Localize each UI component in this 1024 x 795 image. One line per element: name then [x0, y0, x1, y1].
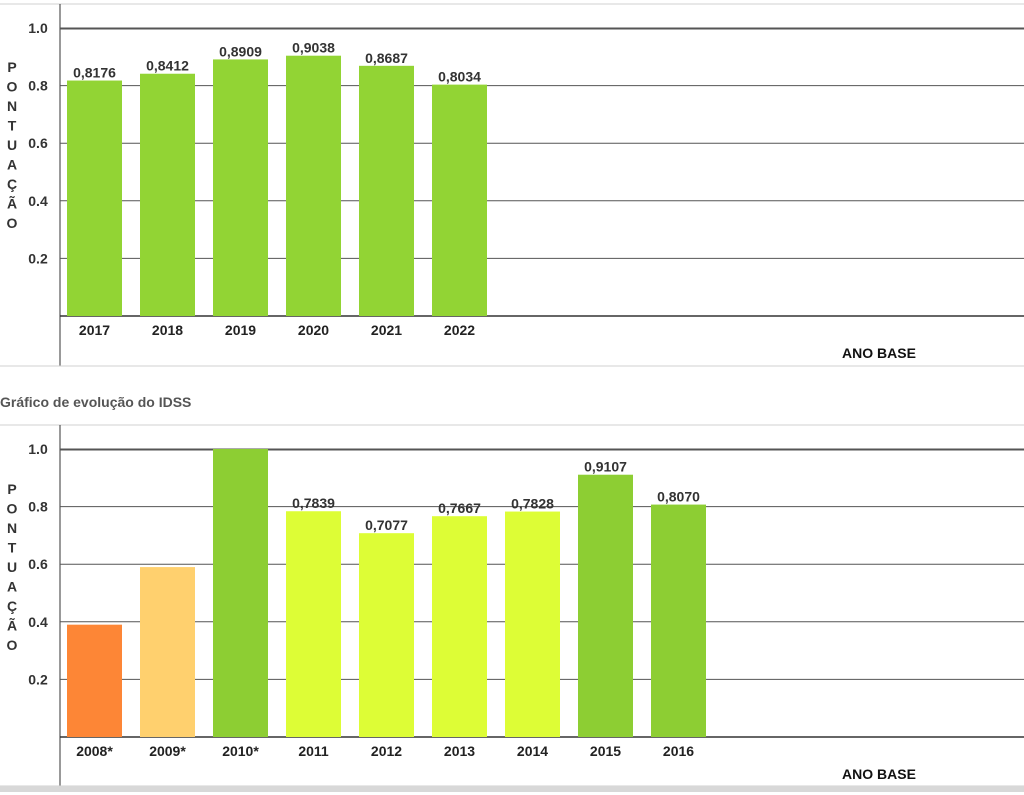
bar-2012 — [359, 533, 414, 737]
data-label: 0,7077 — [365, 517, 408, 533]
data-label: 0,8176 — [73, 65, 116, 81]
data-label: 0,7667 — [438, 500, 481, 516]
y-tick-label: 0.2 — [28, 671, 48, 687]
x-tick-label: 2014 — [517, 743, 548, 759]
y-axis-title-letter: Ç — [7, 598, 17, 614]
x-axis-title: ANO BASE — [842, 345, 916, 361]
data-label: 0,9038 — [292, 40, 335, 56]
bar-2020 — [286, 55, 341, 317]
y-tick-label: 0.8 — [28, 78, 48, 94]
y-axis-title-letter: U — [7, 137, 17, 153]
data-label: 0,7839 — [292, 495, 335, 511]
section-title: Gráfico de evolução do IDSS — [0, 394, 192, 410]
x-tick-label: 2018 — [152, 322, 183, 338]
y-axis-title-letter: O — [7, 637, 18, 653]
y-axis-title-letter: T — [8, 118, 17, 134]
y-axis-title-letter: U — [7, 559, 17, 575]
y-axis-title-letter: A — [7, 579, 17, 595]
bar-2008 — [67, 624, 122, 737]
y-axis-title-letter: A — [7, 157, 17, 173]
data-label: 0,9107 — [584, 459, 627, 475]
y-tick-label: 1.0 — [28, 441, 48, 457]
data-label: 0,7828 — [511, 496, 554, 512]
y-tick-label: 0.2 — [28, 250, 48, 266]
y-axis-title-letter: O — [7, 501, 18, 517]
y-tick-label: 0.6 — [28, 556, 48, 572]
bar-2014 — [505, 511, 560, 737]
bar-2016 — [651, 504, 706, 737]
y-axis-title-letter: O — [7, 215, 18, 231]
y-tick-label: 1.0 — [28, 20, 48, 36]
y-axis-title-letter: N — [7, 98, 17, 114]
bar-2022 — [432, 84, 487, 317]
x-tick-label: 2010* — [222, 743, 259, 759]
data-label: 0,8412 — [146, 58, 189, 74]
chart-bottom: 0.2 0.4 0.6 0.8 1.0 P O N T U A Ç Ã O 2008* 2009* 2010* 0… — [0, 420, 1024, 795]
x-tick-label: 2008* — [76, 743, 113, 759]
x-tick-label: 2016 — [663, 743, 694, 759]
y-axis-title-letter: P — [7, 481, 16, 497]
y-tick-label: 0.4 — [28, 614, 48, 630]
y-tick-label: 0.6 — [28, 135, 48, 151]
bar-2018 — [140, 73, 195, 316]
x-tick-label: 2017 — [79, 322, 110, 338]
window-bottom-edge — [0, 786, 1024, 792]
bar-2015 — [578, 474, 633, 737]
y-axis-title-letter: Ç — [7, 176, 17, 192]
y-axis-title-letter: P — [7, 59, 16, 75]
y-axis-title-letter: Ã — [7, 617, 17, 634]
y-tick-label: 0.8 — [28, 499, 48, 515]
chart-top: 0.2 0.4 0.6 0.8 1.0 P O N T U A Ç Ã O 0,8176 2017 0,8412… — [0, 0, 1024, 373]
y-axis-title-letter: Ã — [7, 195, 17, 212]
y-axis-title-letter: O — [7, 79, 18, 95]
bar-2019 — [213, 59, 268, 316]
bar-2017 — [67, 80, 122, 317]
data-label: 0,8070 — [657, 489, 700, 505]
bar-2010 — [213, 449, 268, 737]
data-label: 0,8687 — [365, 50, 408, 66]
data-label: 0,8909 — [219, 43, 262, 59]
x-tick-label: 2012 — [371, 743, 402, 759]
y-axis-title-letter: T — [8, 540, 17, 556]
bar-2013 — [432, 516, 487, 737]
x-tick-label: 2011 — [298, 743, 329, 759]
x-tick-label: 2021 — [371, 322, 402, 338]
bar-chart-2017-2022: 0.20.40.60.81.0PONTUAÇÃO0,817620170,8412… — [0, 3, 1024, 367]
x-axis-title: ANO BASE — [842, 766, 916, 782]
x-tick-label: 2022 — [444, 322, 475, 338]
x-tick-label: 2015 — [590, 743, 621, 759]
y-axis-title-letter: N — [7, 520, 17, 536]
bar-2011 — [286, 511, 341, 737]
x-tick-label: 2020 — [298, 322, 329, 338]
x-tick-label: 2019 — [225, 322, 256, 338]
bar-2009 — [140, 567, 195, 737]
x-tick-label: 2013 — [444, 743, 475, 759]
x-tick-label: 2009* — [149, 743, 186, 759]
bar-2021 — [359, 65, 414, 317]
data-label: 0,8034 — [438, 69, 481, 85]
y-tick-label: 0.4 — [28, 193, 48, 209]
